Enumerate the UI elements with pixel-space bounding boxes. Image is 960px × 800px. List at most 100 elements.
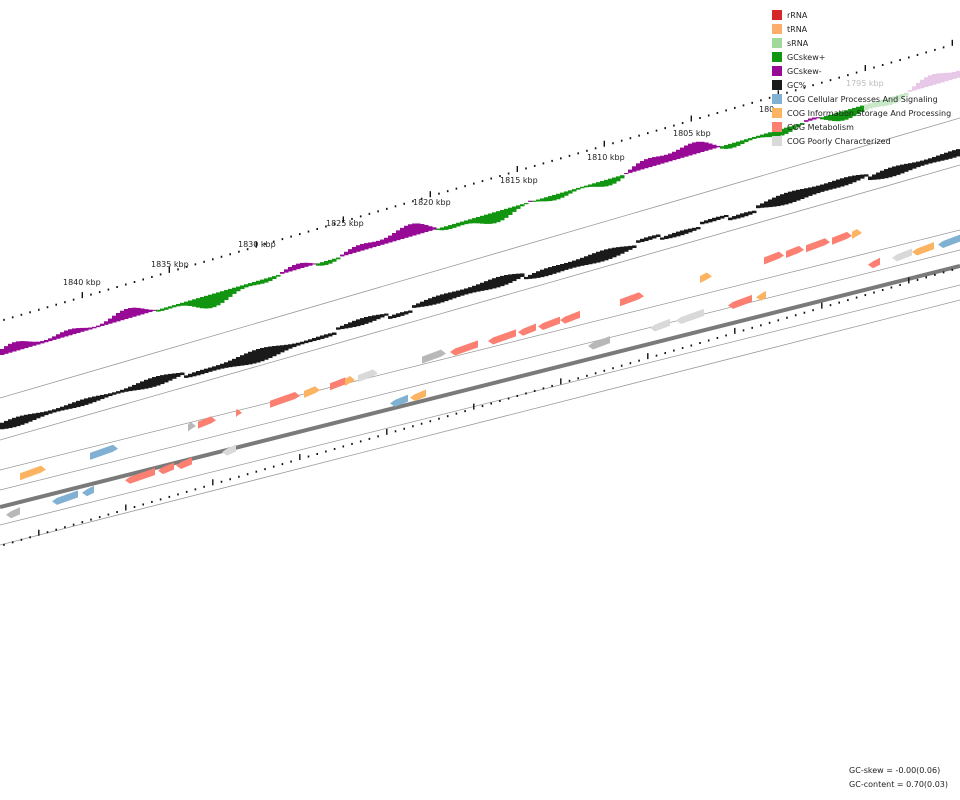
gc-content-bar bbox=[428, 298, 433, 306]
gc-content-bar bbox=[484, 281, 489, 291]
gc-content-bar bbox=[36, 412, 41, 419]
gc-content-bar bbox=[124, 388, 129, 392]
gc-content-bar bbox=[836, 179, 841, 188]
gc-skew-bar bbox=[548, 196, 553, 202]
gc-skew-bar bbox=[788, 126, 793, 132]
gc-content-bar bbox=[828, 182, 833, 190]
gc-skew-bar bbox=[252, 281, 257, 286]
gc-content-bar bbox=[336, 327, 341, 330]
gc-skew-bar bbox=[292, 265, 297, 271]
gc-skew-bar bbox=[476, 216, 481, 224]
gene-arrow bbox=[852, 229, 862, 239]
gc-content-bar bbox=[272, 346, 277, 357]
gc-skew-bar bbox=[412, 223, 417, 236]
gc-skew-bar bbox=[900, 94, 905, 99]
gc-skew-bar bbox=[512, 206, 517, 212]
gc-content-bar bbox=[32, 413, 37, 421]
gc-skew-bar bbox=[844, 110, 849, 120]
gc-content-bar bbox=[140, 381, 145, 390]
gc-content-bar bbox=[824, 183, 829, 191]
legend-label: rRNA bbox=[787, 10, 808, 20]
gc-skew-bar bbox=[60, 332, 65, 338]
gc-skew-bar bbox=[392, 233, 397, 242]
gc-skew-bar bbox=[504, 208, 509, 218]
gc-skew-bar bbox=[532, 200, 537, 202]
gc-skew-bar bbox=[636, 163, 641, 171]
gc-content-bar bbox=[384, 313, 389, 316]
gc-content-bar bbox=[100, 394, 105, 400]
gc-skew-bar bbox=[204, 295, 209, 309]
gc-skew-bar bbox=[688, 143, 693, 156]
gc-content-bar bbox=[332, 332, 337, 335]
gc-skew-bar bbox=[164, 307, 169, 310]
gc-skew-bar bbox=[640, 160, 645, 170]
gc-content-bar bbox=[840, 178, 845, 187]
gc-content-bar bbox=[320, 335, 325, 339]
gc-content-bar bbox=[300, 341, 305, 345]
legend-item: GC% bbox=[772, 78, 951, 92]
gene-arrow bbox=[90, 444, 118, 460]
genome-backbone bbox=[0, 264, 960, 509]
ruler-label: 1830 kbp bbox=[238, 240, 276, 249]
gc-skew-bar bbox=[588, 184, 593, 187]
gc-content-track bbox=[0, 149, 960, 430]
gc-skew-bar bbox=[488, 213, 493, 224]
legend-label: GC% bbox=[787, 80, 807, 90]
gc-content-bar bbox=[636, 240, 641, 243]
gc-content-bar bbox=[4, 420, 9, 429]
gc-skew-bar bbox=[168, 306, 173, 309]
gc-skew-bar bbox=[340, 254, 345, 257]
gc-skew-bar bbox=[136, 307, 141, 316]
gc-skew-bar bbox=[96, 325, 101, 328]
gc-content-bar bbox=[504, 275, 509, 285]
gc-content-bar bbox=[792, 190, 797, 202]
gc-skew-bar bbox=[220, 291, 225, 303]
gc-skew-bar bbox=[360, 243, 365, 251]
gc-content-bar bbox=[888, 167, 893, 178]
gene-arrow bbox=[868, 257, 880, 269]
gc-skew-bar bbox=[720, 146, 725, 149]
gc-content-bar bbox=[588, 254, 593, 265]
position-ruler-bottom bbox=[3, 268, 954, 546]
gc-skew-bar bbox=[336, 257, 341, 260]
gene-arrow bbox=[912, 242, 934, 256]
gc-skew-bar bbox=[560, 192, 565, 198]
gc-skew-bar bbox=[928, 75, 933, 86]
gc-skew-bar bbox=[132, 307, 137, 317]
gc-content-bar bbox=[44, 411, 49, 416]
gc-content-bar bbox=[308, 339, 313, 343]
gc-skew-bar bbox=[200, 297, 205, 309]
legend-swatch bbox=[772, 136, 782, 146]
gc-content-bar bbox=[576, 259, 581, 267]
legend-item: COG Metabolism bbox=[772, 120, 951, 134]
gc-content-bar bbox=[556, 264, 561, 273]
gc-content-bar bbox=[136, 383, 141, 390]
gene-arrow bbox=[650, 318, 670, 332]
gc-content-bar bbox=[172, 373, 177, 379]
gc-content-bar bbox=[832, 180, 837, 189]
gene-arrow bbox=[422, 349, 446, 364]
gc-skew-bar bbox=[448, 225, 453, 230]
gc-content-bar bbox=[132, 384, 137, 391]
gc-content-bar bbox=[344, 324, 349, 329]
gc-content-bar bbox=[540, 269, 545, 278]
gc-content-bar bbox=[720, 215, 725, 219]
gc-content-bar bbox=[208, 367, 213, 372]
ruler-label: 1805 kbp bbox=[673, 129, 711, 138]
gc-content-bar bbox=[352, 320, 357, 328]
gc-skew-bar bbox=[244, 284, 249, 288]
gc-content-bar bbox=[652, 235, 657, 239]
gc-content-bar bbox=[560, 264, 565, 272]
gc-content-bar bbox=[68, 403, 73, 409]
gc-skew-bar bbox=[860, 105, 865, 112]
gc-content-bar bbox=[672, 232, 677, 238]
gc-skew-bar bbox=[880, 99, 885, 107]
gc-skew-bar bbox=[948, 72, 953, 81]
gc-content-bar bbox=[804, 188, 809, 198]
track-guides bbox=[0, 117, 960, 546]
gc-skew-bar bbox=[304, 262, 309, 267]
gc-content-bar bbox=[268, 346, 273, 359]
gc-skew-bar bbox=[324, 261, 329, 265]
gc-content-bar bbox=[432, 296, 437, 305]
legend-label: COG Metabolism bbox=[787, 122, 854, 132]
